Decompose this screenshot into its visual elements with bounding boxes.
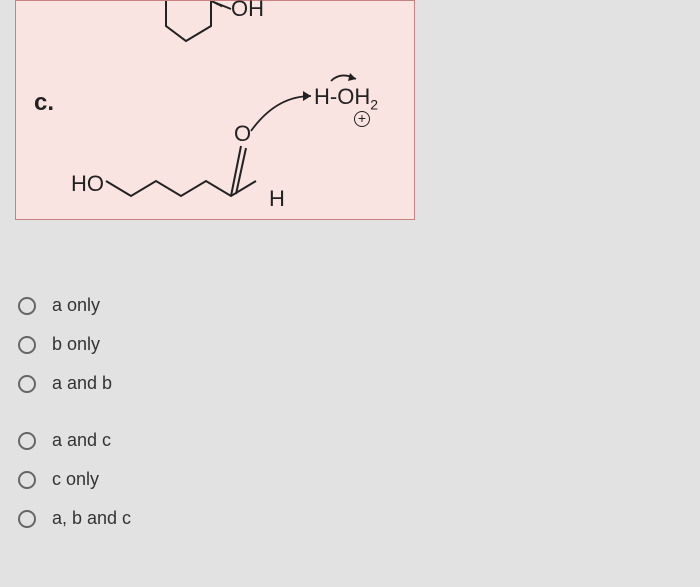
label-hoh2-sub: 2 [370,96,378,112]
radio-icon [18,510,36,528]
option-c-only[interactable]: c only [18,469,131,490]
option-label: b only [52,334,100,355]
chemistry-diagram-box: c. HO OH O H H-OH2 + [15,0,415,220]
label-positive-charge: + [354,111,370,127]
part-label-c: c. [34,89,54,117]
option-a-only[interactable]: a only [18,295,131,316]
answer-options-group: a only b only a and b a and c c only a, … [18,295,131,547]
option-a-b-and-c[interactable]: a, b and c [18,508,131,529]
label-carbonyl-o: O [234,121,251,147]
label-aldehyde-h: H [269,186,285,212]
label-hydronium: H-OH2 [314,84,378,112]
option-label: a, b and c [52,508,131,529]
option-label: a and b [52,373,112,394]
radio-icon [18,336,36,354]
radio-icon [18,297,36,315]
label-ho: HO [71,171,104,197]
radio-icon [18,375,36,393]
label-hoh2-main: H-OH [314,84,370,109]
option-label: a only [52,295,100,316]
label-oh-top: OH [231,0,264,22]
option-a-and-c[interactable]: a and c [18,430,131,451]
option-b-only[interactable]: b only [18,334,131,355]
option-label: c only [52,469,99,490]
option-label: a and c [52,430,111,451]
radio-icon [18,471,36,489]
radio-icon [18,432,36,450]
option-a-and-b[interactable]: a and b [18,373,131,394]
